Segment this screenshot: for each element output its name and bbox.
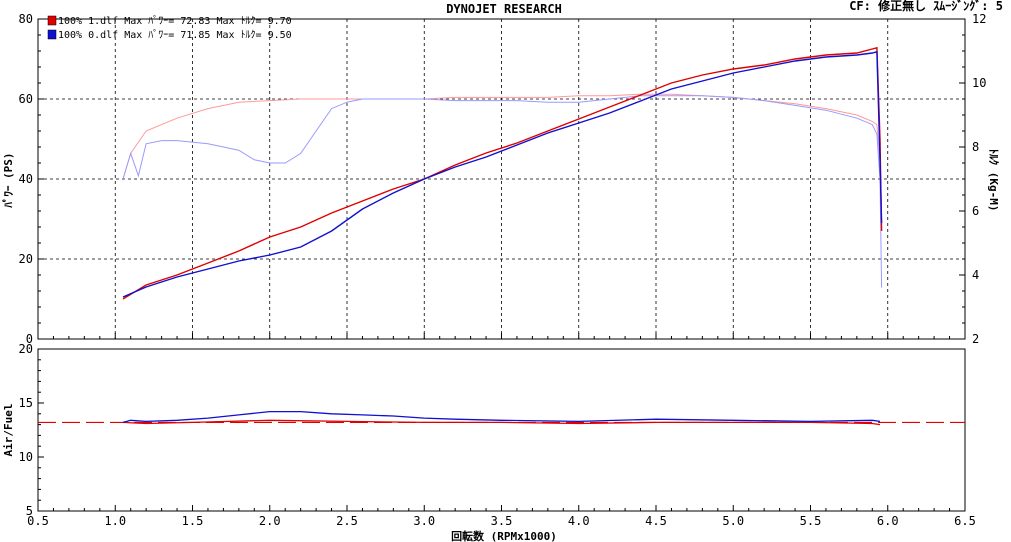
power-curve-100--0-dlf [122, 50, 883, 298]
rpm-tick-label: 5.0 [722, 514, 744, 528]
upper-grid [38, 19, 965, 339]
rpm-tick-label: 2.5 [336, 514, 358, 528]
rpm-tick-label: 1.5 [182, 514, 204, 528]
air-fuel-tick-label: 5 [26, 504, 33, 518]
power-axis-labels: 0 20 40 60 80 [19, 12, 33, 346]
air-fuel-tick-label: 10 [19, 450, 33, 464]
rpm-tick-label: 3.0 [413, 514, 435, 528]
power-tick-label: 60 [19, 92, 33, 106]
air-fuel-axis-title: Air/Fuel [2, 404, 15, 457]
torque-axis-title: ﾄﾙｸ (Kg-M) [987, 149, 1000, 212]
rpm-tick-label: 6.0 [877, 514, 899, 528]
torque-tick-label: 10 [972, 76, 986, 90]
torque-tick-label: 2 [972, 332, 979, 346]
torque-tick-label: 6 [972, 204, 979, 218]
legend-run1: 100% 1.dlf Max ﾊﾟﾜｰ= 72.83 Max ﾄﾙｸ= 9.70 [58, 15, 292, 27]
chart-title: DYNOJET RESEARCH [446, 2, 562, 16]
legend-run2: 100% 0.dlf Max ﾊﾟﾜｰ= 71.85 Max ﾄﾙｸ= 9.50 [58, 29, 292, 41]
rpm-tick-label: 1.0 [104, 514, 126, 528]
torque-curve-100--1-dlf [122, 93, 883, 231]
power-curve-100--1-dlf [122, 46, 883, 300]
legend-swatch-run2 [47, 29, 57, 40]
rpm-tick-label: 4.0 [568, 514, 590, 528]
torque-tick-label: 8 [972, 140, 979, 154]
power-tick-label: 80 [19, 12, 33, 26]
lower-tick-marks [37, 348, 966, 512]
air-fuel-curve-100--0-dlf [122, 410, 881, 424]
legend-swatch-run1 [47, 15, 57, 26]
rpm-tick-label: 6.5 [954, 514, 976, 528]
torque-curve-100--0-dlf [122, 95, 883, 288]
air-fuel-axis-labels: 5 10 15 20 [19, 342, 33, 518]
air-fuel-tick-label: 15 [19, 396, 33, 410]
upper-series [122, 46, 883, 300]
torque-tick-label: 4 [972, 268, 979, 282]
torque-tick-label: 12 [972, 12, 986, 26]
power-tick-label: 0 [26, 332, 33, 346]
rpm-tick-label: 3.5 [491, 514, 513, 528]
rpm-tick-label: 4.5 [645, 514, 667, 528]
power-tick-label: 40 [19, 172, 33, 186]
lower-plot-frame [37, 348, 966, 512]
rpm-tick-label: 2.0 [259, 514, 281, 528]
air-fuel-tick-label: 20 [19, 342, 33, 356]
lower-series [38, 410, 965, 426]
power-axis-title: ﾊﾟﾜｰ (PS) [1, 152, 15, 208]
rpm-axis-title: 回転数 (RPMx1000) [451, 529, 557, 542]
rpm-axis-labels: 0.5 1.0 1.5 2.0 2.5 3.0 3.5 4.0 4.5 5.0 5.5 6.0 6.5 [27, 514, 976, 528]
rpm-tick-label: 5.5 [800, 514, 822, 528]
air-fuel-curve-100--1-dlf [122, 419, 881, 426]
upper-tick-marks [37, 18, 966, 340]
power-tick-label: 20 [19, 252, 33, 266]
cf-info: CF: 修正無し ｽﾑｰｼﾞﾝｸﾞ: 5 [849, 0, 1003, 13]
rpm-tick-label: 0.5 [27, 514, 49, 528]
torque-axis-labels: 2 4 6 8 10 12 [972, 12, 986, 346]
